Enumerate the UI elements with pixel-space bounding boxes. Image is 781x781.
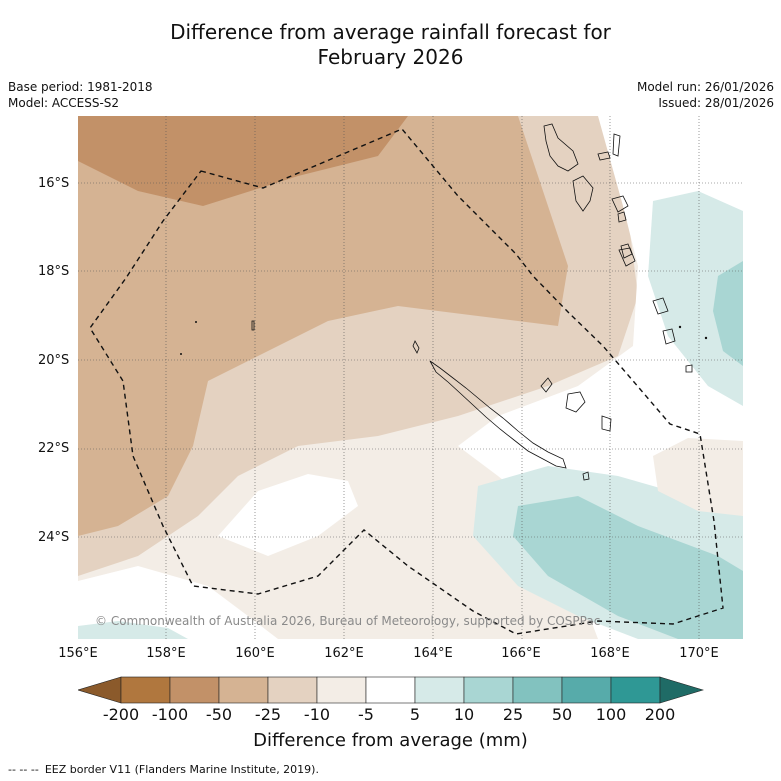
- pentecost-island: [612, 133, 621, 157]
- colorbar-tick-label: 100: [595, 705, 627, 724]
- colorbar-tick-label: -50: [205, 705, 233, 724]
- lon-label: 164°E: [413, 646, 453, 661]
- model-name: Model: ACCESS-S2: [8, 96, 120, 110]
- contour-teal-light-east: [648, 191, 743, 406]
- colorbar-segment: [120, 676, 171, 704]
- meta-right: Model run: 26/01/2026 Issued: 28/01/2026: [637, 79, 774, 111]
- contour-teal-mid-south: [513, 496, 743, 639]
- ambae-island: [597, 151, 611, 161]
- loyalty-island-1: [540, 377, 553, 393]
- colorbar-extend-high: [659, 676, 705, 704]
- lat-label: 22°S: [38, 441, 70, 456]
- colorbar-tick-label: -25: [254, 705, 282, 724]
- colorbar-tick-label: 200: [644, 705, 676, 724]
- colorbar-segment: [561, 676, 612, 704]
- colorbar-segment: [610, 676, 661, 704]
- new-caledonia-island: [429, 360, 567, 469]
- title-line-1: Difference from average rainfall forecas…: [170, 20, 611, 44]
- model-run: Model run: 26/01/2026: [636, 80, 774, 94]
- meta-left: Base period: 1981-2018 Model: ACCESS-S2: [8, 79, 153, 111]
- efate-island: [611, 195, 629, 213]
- colorbar-tick-label: -5: [358, 705, 374, 724]
- rainfall-map: [78, 116, 743, 639]
- loyalty-island-3: [601, 415, 612, 432]
- colorbar-extend-low: [76, 676, 122, 704]
- isle-of-pines: [582, 471, 590, 481]
- colorbar-segment: [267, 676, 318, 704]
- colorbar-segment: [316, 676, 367, 704]
- lat-label: 20°S: [38, 353, 70, 368]
- lon-label: 166°E: [501, 646, 541, 661]
- base-period: Base period: 1981-2018: [8, 80, 153, 94]
- belep-islands: [412, 340, 420, 354]
- lat-label: 18°S: [38, 264, 70, 279]
- contour-teal-mid-east: [713, 261, 743, 366]
- east-island-3: [685, 364, 693, 373]
- lon-label: 156°E: [58, 646, 98, 661]
- contour-white-west: [78, 566, 278, 639]
- issued-date: Issued: 28/01/2026: [658, 96, 774, 110]
- colorbar-segment: [218, 676, 269, 704]
- colorbar-tick-label: 50: [551, 705, 573, 724]
- lon-label: 170°E: [679, 646, 719, 661]
- islet: [180, 353, 182, 355]
- tanna-island: [618, 247, 636, 267]
- lat-label: 16°S: [38, 176, 70, 191]
- colorbar-tick-label: 5: [409, 705, 421, 724]
- colorbar-segment: [365, 676, 416, 704]
- grid-lines: [78, 116, 743, 639]
- small-island-west: [251, 320, 255, 331]
- eez-legend-text: EEZ border V11 (Flanders Marine Institut…: [44, 763, 319, 776]
- contour-brown-patch-east: [653, 438, 743, 516]
- colorbar-segment: [414, 676, 465, 704]
- colorbar-segment: [169, 676, 220, 704]
- loyalty-island-2: [565, 391, 586, 413]
- espiritu-santo-island: [543, 123, 579, 172]
- title-line-2: February 2026: [317, 45, 464, 69]
- lat-label: 24°S: [38, 530, 70, 545]
- colorbar-tick-label: 25: [502, 705, 524, 724]
- east-island-2: [662, 328, 676, 345]
- colorbar-title: Difference from average (mm): [253, 730, 528, 751]
- contour-white-centre: [218, 474, 358, 556]
- eez-legend-dash: -- -- --: [8, 763, 39, 776]
- colorbar-tick-label: -100: [151, 705, 189, 724]
- lon-label: 162°E: [324, 646, 364, 661]
- east-island-1: [652, 297, 669, 315]
- islet: [678, 325, 682, 329]
- colorbar-tick-label: -200: [102, 705, 140, 724]
- lon-label: 168°E: [590, 646, 630, 661]
- lon-label: 160°E: [235, 646, 275, 661]
- colorbar-segment: [512, 676, 563, 704]
- map-title: Difference from average rainfall forecas…: [0, 20, 781, 70]
- contour-mid-brown: [78, 116, 568, 536]
- contour-teal-corner-sw: [78, 621, 188, 639]
- eez-legend: -- -- -- EEZ border V11 (Flanders Marine …: [8, 763, 319, 776]
- lon-label: 158°E: [146, 646, 186, 661]
- colorbar: [76, 675, 705, 709]
- copyright-notice: © Commonwealth of Australia 2026, Bureau…: [95, 614, 601, 628]
- colorbar-segment: [463, 676, 514, 704]
- colorbar-tick-label: 10: [453, 705, 475, 724]
- contour-dark-brown: [78, 116, 408, 206]
- colorbar-tick-label: -10: [303, 705, 331, 724]
- islet: [704, 336, 708, 340]
- islet: [195, 321, 197, 323]
- malakula-island: [572, 175, 594, 212]
- eez-border: [89, 128, 724, 635]
- shepherd-islands: [617, 211, 627, 223]
